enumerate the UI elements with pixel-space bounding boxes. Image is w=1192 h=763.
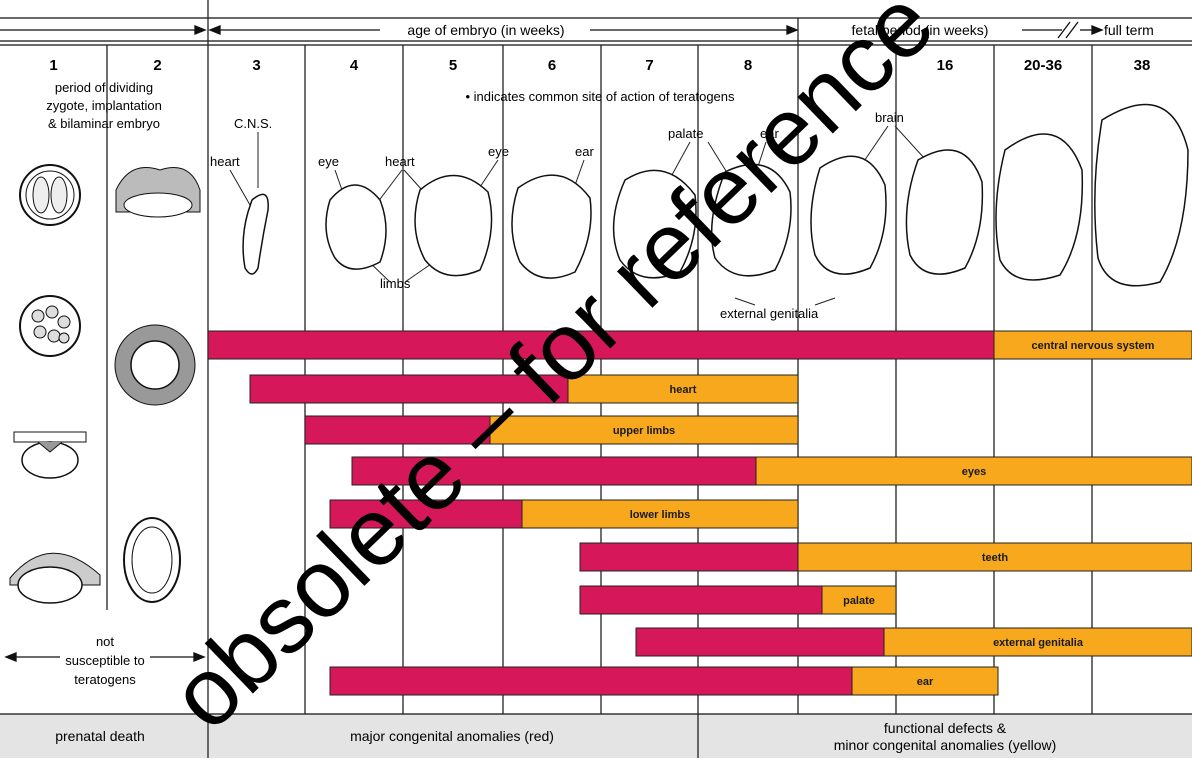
label-eye-week4: eye (318, 154, 339, 169)
fetus-week16-icon (905, 149, 984, 275)
early-period-line-3: & bilaminar embryo (48, 116, 160, 131)
column-number-2: 2 (153, 57, 161, 74)
bar-label-palate: palate (843, 595, 875, 607)
column-number-6: 6 (548, 57, 556, 74)
embryo-week6-icon (511, 174, 592, 279)
bar-major-heart (249, 374, 569, 404)
chorionic-sac-icon (123, 517, 181, 603)
bar-major-palate (579, 585, 823, 615)
bar-palate: palate (579, 585, 897, 615)
uterine-wall-implantation-icon (115, 167, 201, 218)
bar-teeth: teeth (579, 542, 1192, 572)
bar-major-ear (329, 666, 853, 696)
bilaminar-disc-icon (114, 324, 196, 406)
bar-eyes: eyes (351, 456, 1192, 486)
bar-label-lower-limbs: lower limbs (630, 509, 691, 521)
column-number-4: 4 (350, 57, 359, 74)
column-number-16: 16 (937, 57, 954, 74)
bar-major-teeth (579, 542, 799, 572)
not-susceptible-arrows (4, 652, 206, 662)
bar-minor-ear (851, 666, 999, 696)
bar-major-lower-limbs (329, 499, 523, 529)
column-number-5: 5 (449, 57, 457, 74)
bar-major-upper-limbs (304, 415, 491, 445)
column-number-7: 7 (645, 57, 653, 74)
column-number-8: 8 (744, 57, 752, 74)
bar-label-ear: ear (917, 676, 934, 688)
label-cns: C.N.S. (234, 116, 272, 131)
footer-minor-anomalies: minor congenital anomalies (yellow) (834, 737, 1057, 753)
column-number-9: 9 (843, 57, 851, 74)
susceptibility-bars: central nervous system heart upper limbs ey… (207, 330, 1192, 696)
column-number-20-36: 20-36 (1024, 57, 1062, 74)
not-susceptible-line-2: susceptible to (65, 653, 145, 668)
bar-heart: heart (249, 374, 799, 404)
label-brain: brain (875, 110, 904, 125)
column-number-1: 1 (49, 57, 57, 74)
bar-central-nervous-system: central nervous system (207, 330, 1192, 360)
early-period-line-2: zygote, implantation (46, 98, 162, 113)
fetus-week38-icon (1094, 103, 1189, 287)
embryo-illustrations (242, 103, 1189, 287)
bar-minor-heart (567, 374, 799, 404)
zygote-two-cell-icon (19, 164, 81, 226)
label-heart-week4: heart (385, 154, 415, 169)
full-term-label: full term (1104, 22, 1154, 38)
bar-minor-palate (821, 585, 897, 615)
label-palate: palate (668, 126, 703, 141)
bar-minor-eyes (755, 456, 1192, 486)
footer-major-anomalies: major congenital anomalies (red) (350, 728, 554, 744)
label-ear-week8: ear (760, 126, 779, 141)
footer-band (0, 714, 1192, 758)
embryo-week3-icon (242, 193, 269, 275)
blastocyst-implantation-icon (13, 431, 87, 479)
bar-minor-upper-limbs (489, 415, 799, 445)
not-susceptible-line-1: not (96, 634, 114, 649)
bar-external-genitalia: external genitalia (635, 627, 1192, 657)
bar-minor-central-nervous-system (993, 330, 1192, 360)
embryo-period-label: age of embryo (in weeks) (407, 22, 564, 38)
column-number-3: 3 (252, 57, 260, 74)
column-number-38: 38 (1134, 57, 1151, 74)
footer-functional-defects: functional defects & (884, 720, 1007, 736)
bar-label-external-genitalia: external genitalia (993, 637, 1084, 649)
bar-label-heart: heart (670, 384, 697, 396)
bar-label-eyes: eyes (962, 466, 986, 478)
bar-major-central-nervous-system (207, 330, 995, 360)
label-heart-week3: heart (210, 154, 240, 169)
teratogen-site-note: • indicates common site of action of ter… (465, 89, 735, 104)
fetus-week20-36-icon (995, 133, 1084, 281)
header-arrows (0, 21, 1104, 39)
label-ear-week6: ear (575, 144, 594, 159)
implanted-embryo-icon (9, 552, 101, 604)
bar-minor-external-genitalia (883, 627, 1192, 657)
embryo-week7-icon (612, 169, 697, 279)
bar-minor-lower-limbs (521, 499, 799, 529)
bar-ear: ear (329, 666, 999, 696)
embryo-week5-icon (414, 174, 493, 277)
bar-upper-limbs: upper limbs (304, 415, 799, 445)
bar-label-central-nervous-system: central nervous system (1032, 340, 1155, 352)
bar-major-external-genitalia (635, 627, 885, 657)
header-lines (0, 17, 1192, 715)
bar-label-upper-limbs: upper limbs (613, 425, 675, 437)
morula-icon (19, 295, 81, 357)
bar-major-eyes (351, 456, 757, 486)
bar-minor-teeth (797, 542, 1192, 572)
label-external-genitalia: external genitalia (720, 306, 819, 321)
not-susceptible-line-3: teratogens (74, 672, 136, 687)
embryo-week4-icon (325, 184, 387, 270)
embryo-week8-icon (710, 163, 792, 277)
column-numbers: 1 2 3 4 5 6 7 8 9 16 20-36 38 (49, 57, 1150, 74)
early-period-line-1: period of dividing (55, 80, 153, 95)
fetal-period-label: fetal period (in weeks) (852, 22, 989, 38)
fetus-week9-icon (810, 155, 887, 275)
label-eye-week5: eye (488, 144, 509, 159)
footer-prenatal-death: prenatal death (55, 728, 145, 744)
bar-lower-limbs: lower limbs (329, 499, 799, 529)
label-limbs: limbs (380, 276, 411, 291)
bar-label-teeth: teeth (982, 552, 1009, 564)
